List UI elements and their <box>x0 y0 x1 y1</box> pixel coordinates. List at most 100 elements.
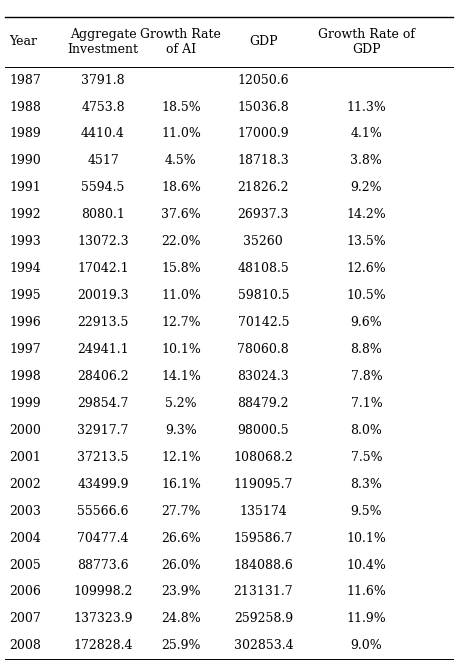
Text: 11.0%: 11.0% <box>161 127 201 141</box>
Text: 7.8%: 7.8% <box>350 370 382 383</box>
Text: 184088.6: 184088.6 <box>234 559 293 571</box>
Text: 18.6%: 18.6% <box>161 181 201 194</box>
Text: 1995: 1995 <box>9 289 41 302</box>
Text: 22.0%: 22.0% <box>161 235 201 248</box>
Text: 8.0%: 8.0% <box>350 424 382 437</box>
Text: 259258.9: 259258.9 <box>234 613 293 625</box>
Text: 37.6%: 37.6% <box>161 208 201 221</box>
Text: 10.1%: 10.1% <box>161 343 201 356</box>
Text: 7.1%: 7.1% <box>350 397 382 410</box>
Text: 98000.5: 98000.5 <box>238 424 289 437</box>
Text: 28406.2: 28406.2 <box>77 370 129 383</box>
Text: 9.6%: 9.6% <box>350 316 382 329</box>
Text: 24941.1: 24941.1 <box>77 343 129 356</box>
Text: Year: Year <box>9 35 37 48</box>
Text: 18718.3: 18718.3 <box>238 155 289 167</box>
Text: GDP: GDP <box>249 35 278 48</box>
Text: 1999: 1999 <box>9 397 41 410</box>
Text: 108068.2: 108068.2 <box>234 451 293 464</box>
Text: 43499.9: 43499.9 <box>77 478 129 491</box>
Text: 13072.3: 13072.3 <box>77 235 129 248</box>
Text: 7.5%: 7.5% <box>350 451 382 464</box>
Text: 13.5%: 13.5% <box>347 235 386 248</box>
Text: 137323.9: 137323.9 <box>73 613 133 625</box>
Text: 1987: 1987 <box>9 73 41 87</box>
Text: 26937.3: 26937.3 <box>238 208 289 221</box>
Text: 27.7%: 27.7% <box>161 505 201 517</box>
Text: 10.1%: 10.1% <box>346 531 387 545</box>
Text: 12.6%: 12.6% <box>347 262 386 275</box>
Text: 18.5%: 18.5% <box>161 101 201 113</box>
Text: 12.7%: 12.7% <box>161 316 201 329</box>
Text: 2004: 2004 <box>9 531 41 545</box>
Text: 59810.5: 59810.5 <box>238 289 289 302</box>
Text: 15.8%: 15.8% <box>161 262 201 275</box>
Text: 172828.4: 172828.4 <box>73 639 133 653</box>
Text: 1994: 1994 <box>9 262 41 275</box>
Text: 32917.7: 32917.7 <box>77 424 129 437</box>
Text: 83024.3: 83024.3 <box>238 370 289 383</box>
Text: 26.0%: 26.0% <box>161 559 201 571</box>
Text: 2006: 2006 <box>9 585 41 599</box>
Text: 15036.8: 15036.8 <box>238 101 289 113</box>
Text: 2008: 2008 <box>9 639 41 653</box>
Text: 1989: 1989 <box>9 127 41 141</box>
Text: 37213.5: 37213.5 <box>77 451 129 464</box>
Text: 9.2%: 9.2% <box>350 181 382 194</box>
Text: 8080.1: 8080.1 <box>81 208 125 221</box>
Text: 1993: 1993 <box>9 235 41 248</box>
Text: 4.1%: 4.1% <box>350 127 382 141</box>
Text: 88479.2: 88479.2 <box>238 397 289 410</box>
Text: 12050.6: 12050.6 <box>238 73 289 87</box>
Text: 159586.7: 159586.7 <box>234 531 293 545</box>
Text: Aggregate
Investment: Aggregate Investment <box>67 27 139 56</box>
Text: 1990: 1990 <box>9 155 41 167</box>
Text: 25.9%: 25.9% <box>161 639 201 653</box>
Text: 2001: 2001 <box>9 451 41 464</box>
Text: 10.4%: 10.4% <box>346 559 387 571</box>
Text: 70142.5: 70142.5 <box>238 316 289 329</box>
Text: 4753.8: 4753.8 <box>81 101 125 113</box>
Text: 11.6%: 11.6% <box>346 585 387 599</box>
Text: 2005: 2005 <box>9 559 41 571</box>
Text: 17042.1: 17042.1 <box>77 262 129 275</box>
Text: 88773.6: 88773.6 <box>77 559 129 571</box>
Text: 1988: 1988 <box>9 101 41 113</box>
Text: 9.0%: 9.0% <box>350 639 382 653</box>
Text: 21826.2: 21826.2 <box>238 181 289 194</box>
Text: 135174: 135174 <box>240 505 287 517</box>
Text: 55566.6: 55566.6 <box>77 505 129 517</box>
Text: 4517: 4517 <box>87 155 119 167</box>
Text: 23.9%: 23.9% <box>161 585 201 599</box>
Text: 5.2%: 5.2% <box>165 397 197 410</box>
Text: 1997: 1997 <box>9 343 41 356</box>
Text: 11.3%: 11.3% <box>346 101 387 113</box>
Text: 70477.4: 70477.4 <box>77 531 129 545</box>
Text: 5594.5: 5594.5 <box>82 181 125 194</box>
Text: 9.3%: 9.3% <box>165 424 197 437</box>
Text: 1998: 1998 <box>9 370 41 383</box>
Text: 20019.3: 20019.3 <box>77 289 129 302</box>
Text: 119095.7: 119095.7 <box>234 478 293 491</box>
Text: 213131.7: 213131.7 <box>234 585 293 599</box>
Text: 29854.7: 29854.7 <box>77 397 129 410</box>
Text: 11.0%: 11.0% <box>161 289 201 302</box>
Text: 17000.9: 17000.9 <box>238 127 289 141</box>
Text: 3791.8: 3791.8 <box>81 73 125 87</box>
Text: 4.5%: 4.5% <box>165 155 197 167</box>
Text: 48108.5: 48108.5 <box>238 262 289 275</box>
Text: 2007: 2007 <box>9 613 41 625</box>
Text: 10.5%: 10.5% <box>347 289 386 302</box>
Text: 11.9%: 11.9% <box>347 613 386 625</box>
Text: 2002: 2002 <box>9 478 41 491</box>
Text: 14.1%: 14.1% <box>161 370 201 383</box>
Text: 78060.8: 78060.8 <box>238 343 289 356</box>
Text: Growth Rate of
GDP: Growth Rate of GDP <box>318 27 415 56</box>
Text: 109998.2: 109998.2 <box>73 585 133 599</box>
Text: 12.1%: 12.1% <box>161 451 201 464</box>
Text: 24.8%: 24.8% <box>161 613 201 625</box>
Text: 3.8%: 3.8% <box>350 155 382 167</box>
Text: 8.3%: 8.3% <box>350 478 382 491</box>
Text: 302853.4: 302853.4 <box>234 639 293 653</box>
Text: 14.2%: 14.2% <box>347 208 386 221</box>
